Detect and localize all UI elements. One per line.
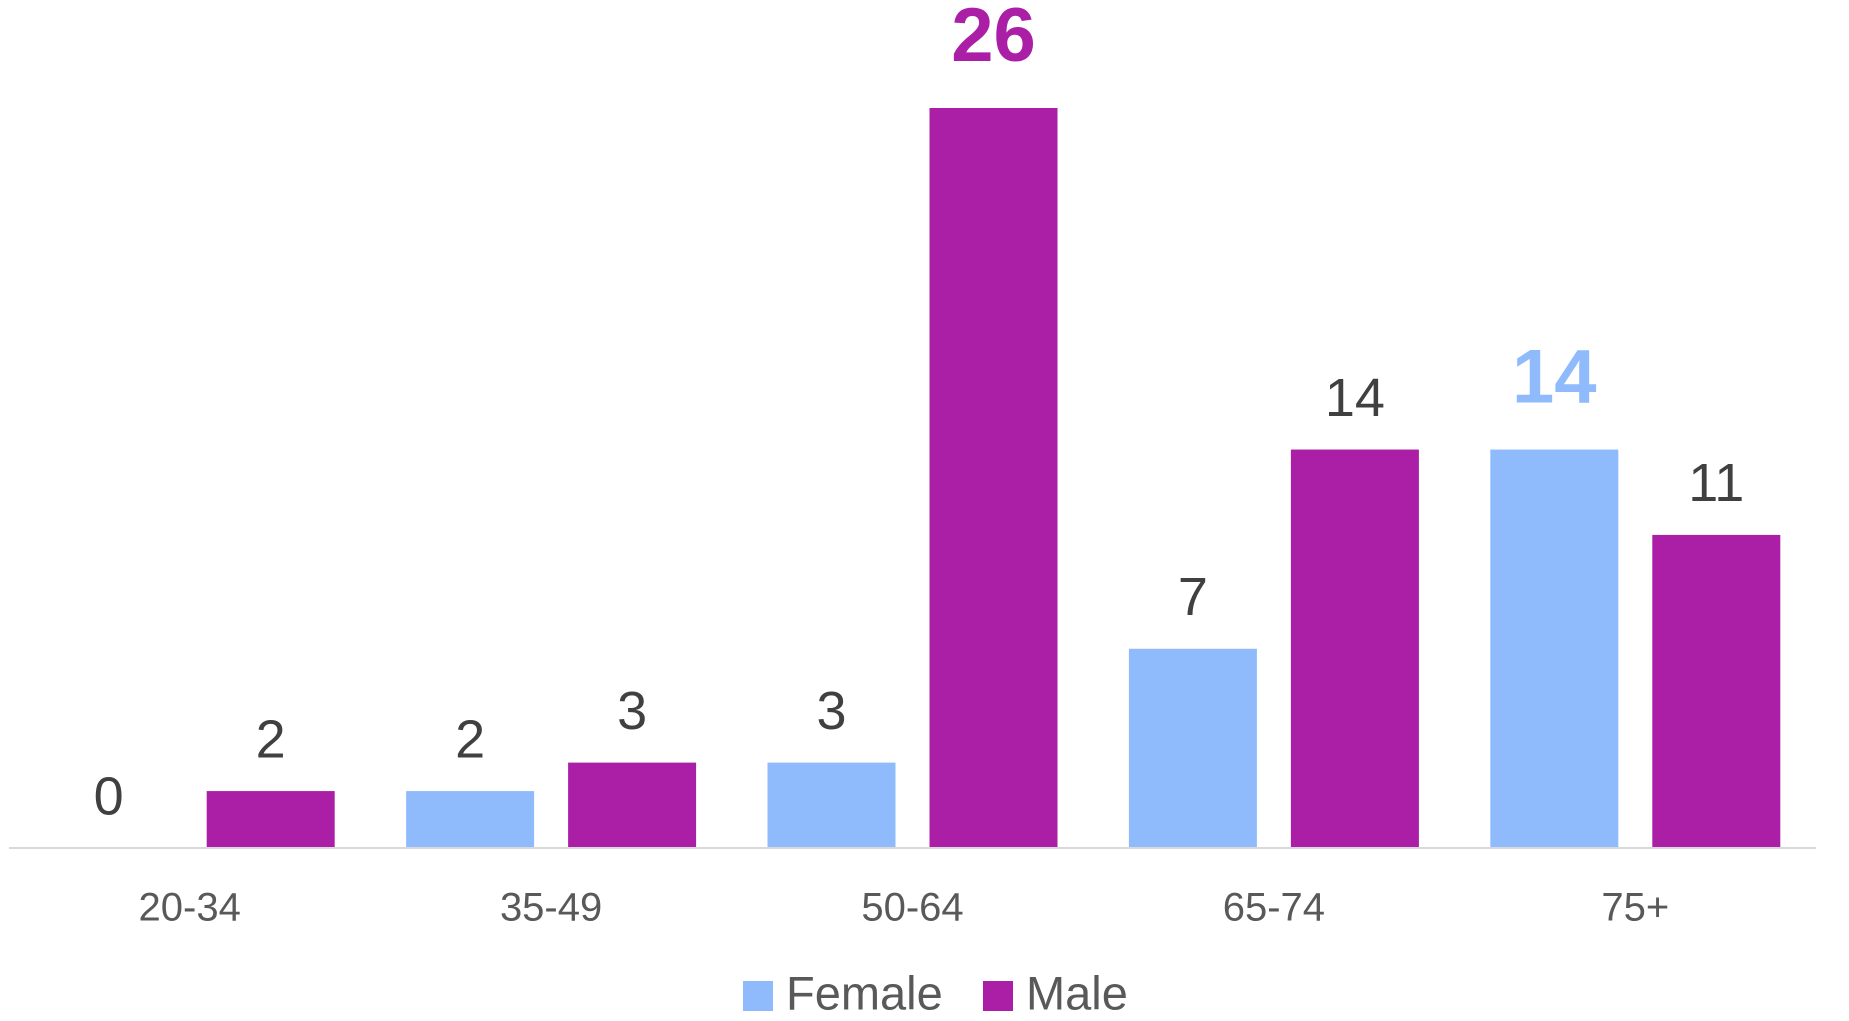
bar [1290,449,1419,848]
bar [1490,449,1619,848]
data-label: 26 [951,0,1036,78]
bar [1652,534,1781,848]
data-label: 7 [1178,567,1208,627]
data-label: 0 [94,766,124,826]
x-tick-label: 20-34 [139,886,241,930]
x-tick-label: 75+ [1601,886,1669,930]
x-tick-label: 50-64 [861,886,963,930]
bar [406,791,535,848]
data-label: 2 [256,709,286,769]
bar [1128,648,1257,848]
x-tick-label: 35-49 [500,886,602,930]
legend-swatch [743,981,773,1011]
data-label: 3 [617,681,647,741]
data-label: 11 [1688,453,1744,513]
bar [206,791,335,848]
data-label: 14 [1512,335,1597,420]
data-label: 3 [816,681,846,741]
bar [767,762,896,848]
data-label: 2 [455,709,485,769]
bar [929,108,1058,848]
legend-label: Male [1026,966,1128,1016]
bar [568,762,697,848]
x-tick-label: 65-74 [1223,886,1325,930]
legend-swatch [983,981,1013,1011]
data-label: 14 [1325,368,1385,428]
legend-label: Female [786,966,943,1016]
